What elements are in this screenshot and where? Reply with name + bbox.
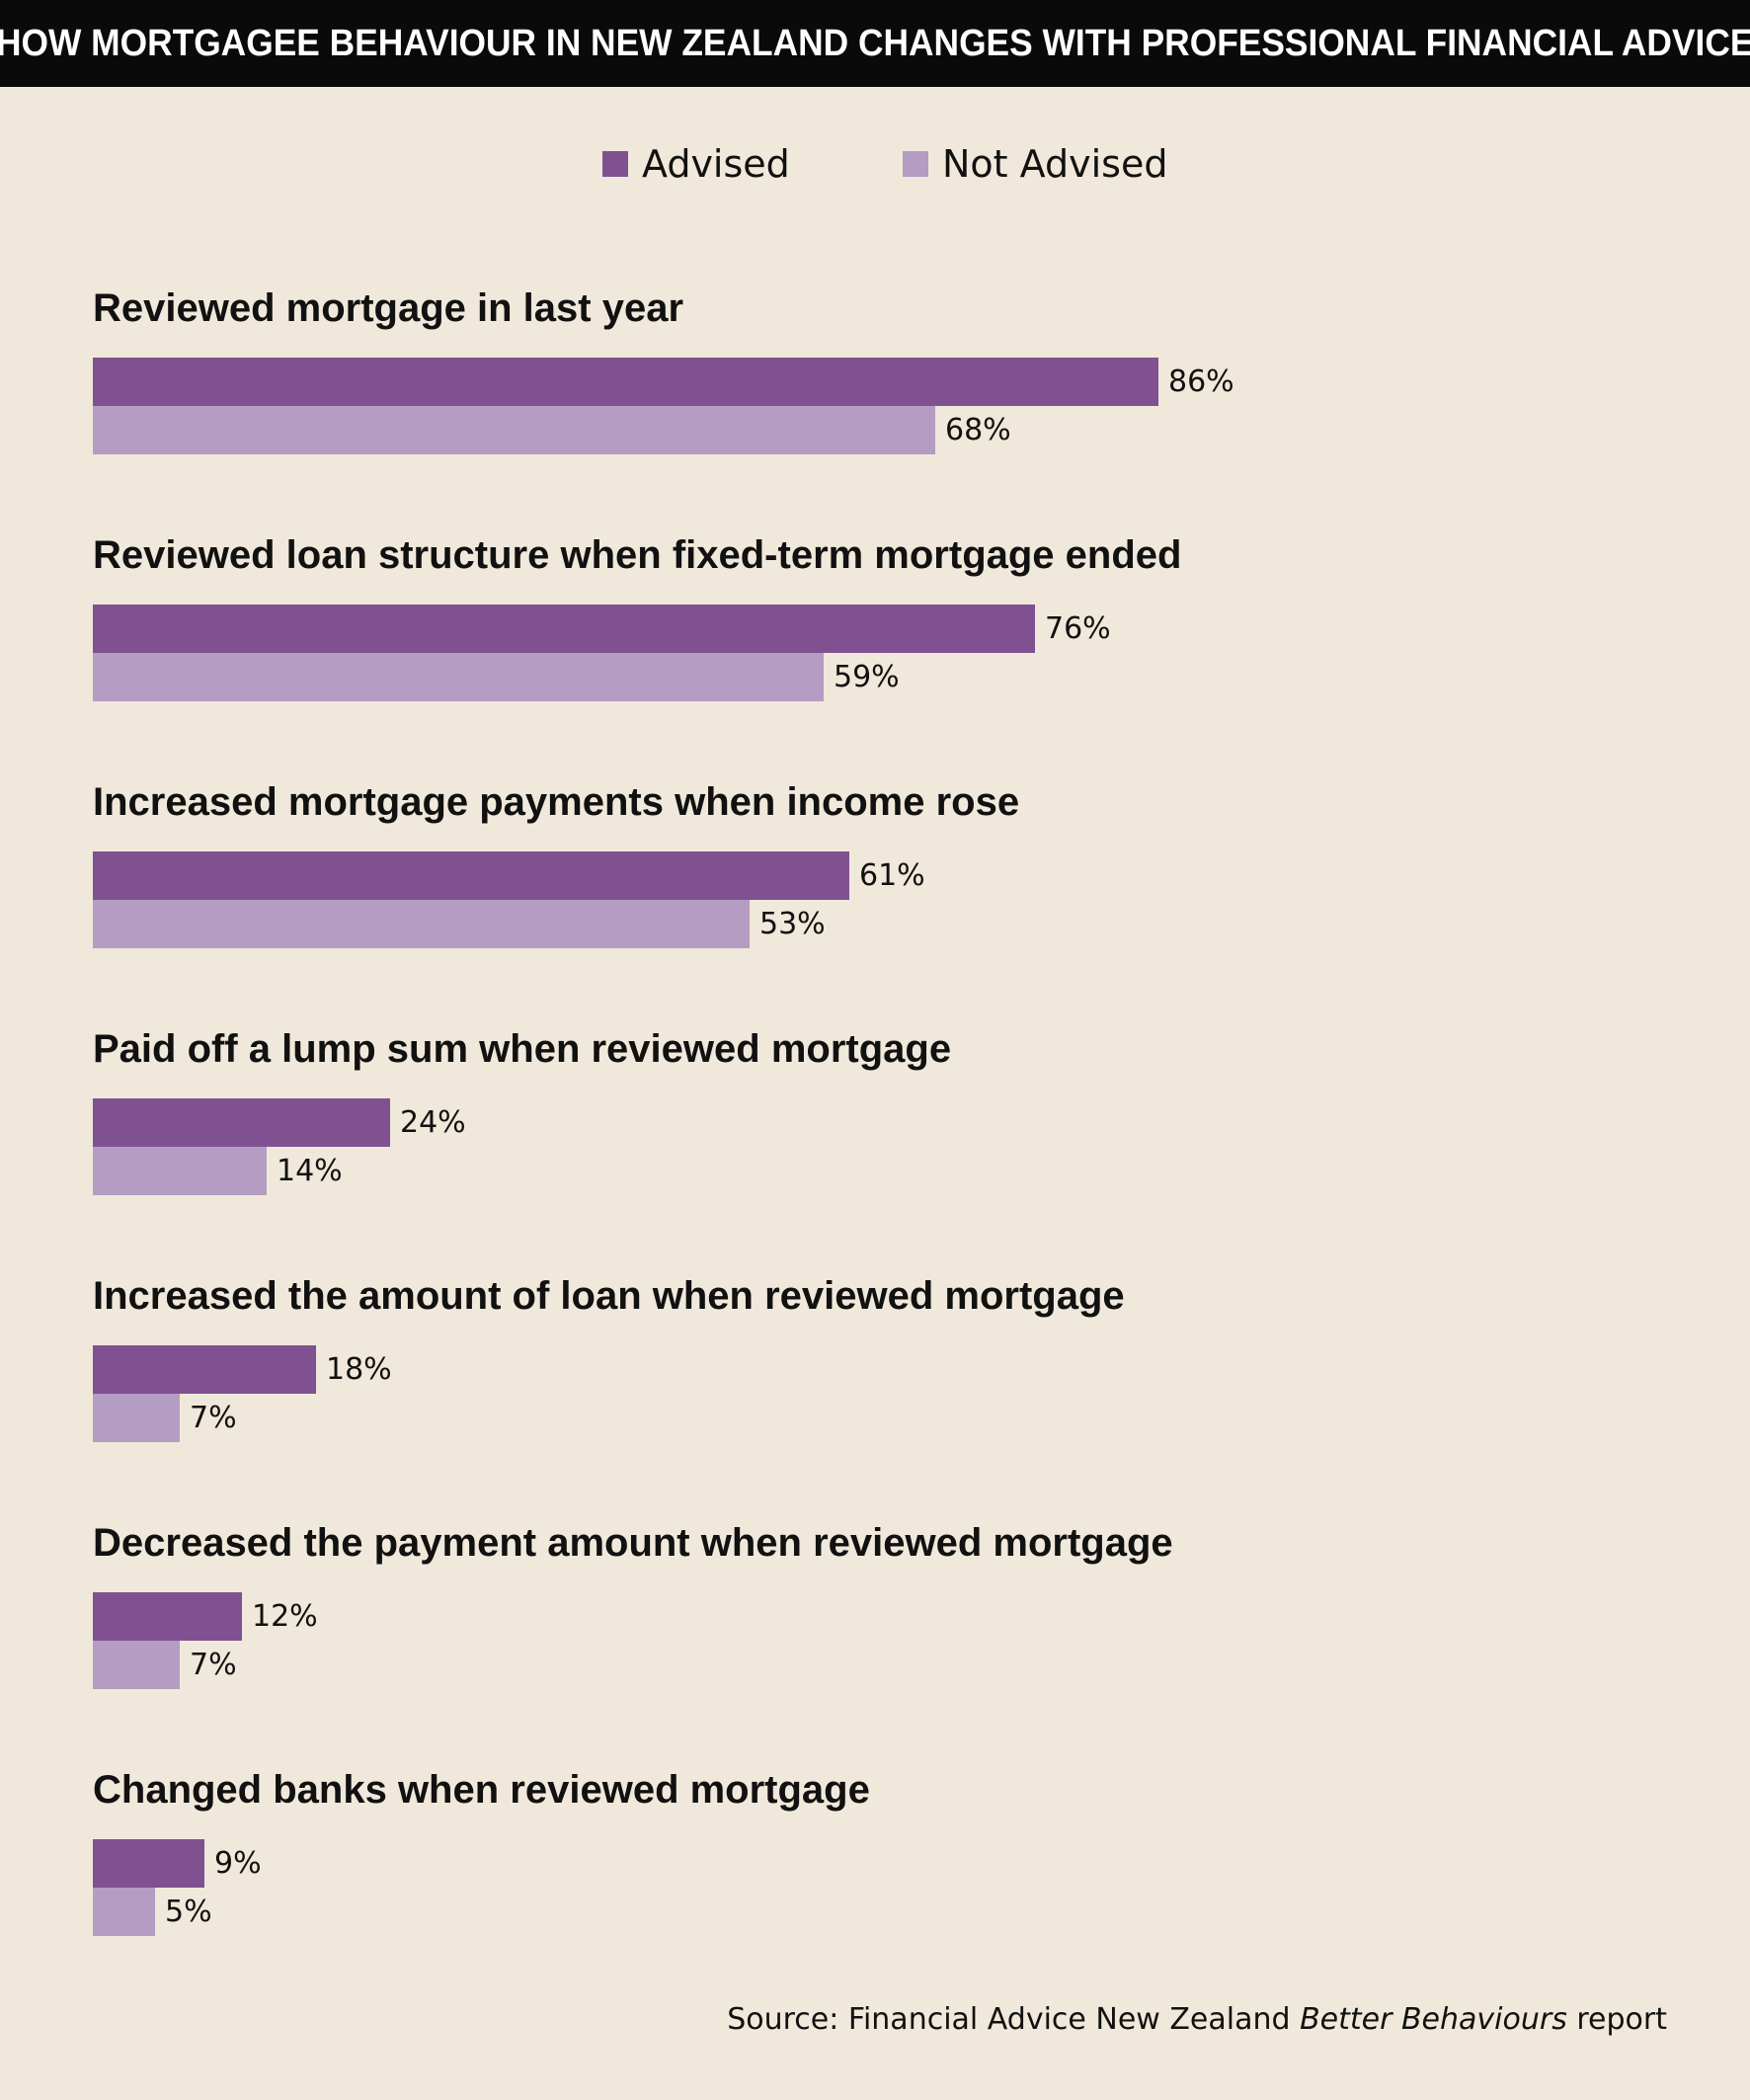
value-label-advised: 12%: [252, 1599, 318, 1634]
bar-not-advised: [93, 1147, 267, 1195]
category-group: Increased the amount of loan when review…: [93, 1266, 1673, 1494]
legend-item-advised: Advised: [602, 138, 790, 190]
legend-label-advised: Advised: [642, 142, 790, 186]
legend-item-not-advised: Not Advised: [903, 138, 1167, 190]
value-label-not-advised: 7%: [190, 1648, 237, 1682]
bar-advised: [93, 605, 1035, 653]
category-label: Increased mortgage payments when income …: [93, 780, 1020, 824]
legend-label-not-advised: Not Advised: [942, 142, 1168, 186]
bar-not-advised: [93, 406, 935, 454]
category-label: Decreased the payment amount when review…: [93, 1521, 1173, 1565]
source-suffix: report: [1566, 2002, 1667, 2037]
bar-not-advised: [93, 653, 824, 701]
value-label-advised: 86%: [1168, 364, 1234, 399]
bar-advised: [93, 358, 1158, 406]
value-label-not-advised: 7%: [190, 1401, 237, 1435]
value-label-advised: 9%: [214, 1846, 262, 1881]
value-label-not-advised: 5%: [165, 1895, 212, 1929]
legend-swatch-not-advised: [903, 151, 928, 177]
source-note: Source: Financial Advice New Zealand Bet…: [727, 1995, 1667, 2045]
bar-advised: [93, 1345, 316, 1394]
bar-advised: [93, 1839, 204, 1888]
chart-title-bar: HOW MORTGAGEE BEHAVIOUR IN NEW ZEALAND C…: [0, 0, 1750, 87]
source-report-name: Better Behaviours: [1300, 2002, 1567, 2037]
category-label: Increased the amount of loan when review…: [93, 1274, 1125, 1318]
bar-not-advised: [93, 1394, 180, 1442]
category-group: Changed banks when reviewed mortgage 9% 5%: [93, 1760, 1673, 1987]
value-label-advised: 24%: [400, 1105, 466, 1140]
category-group: Reviewed loan structure when fixed-term …: [93, 525, 1673, 753]
chart-title: HOW MORTGAGEE BEHAVIOUR IN NEW ZEALAND C…: [0, 22, 1750, 64]
value-label-advised: 61%: [859, 858, 925, 893]
bar-advised: [93, 1592, 242, 1641]
category-label: Paid off a lump sum when reviewed mortga…: [93, 1027, 952, 1071]
category-group: Reviewed mortgage in last year 86% 68%: [93, 279, 1673, 506]
legend-swatch-advised: [602, 151, 628, 177]
value-label-advised: 18%: [326, 1352, 392, 1387]
value-label-not-advised: 53%: [759, 907, 826, 941]
category-group: Decreased the payment amount when review…: [93, 1513, 1673, 1740]
category-group: Increased mortgage payments when income …: [93, 772, 1673, 1000]
bar-advised: [93, 1098, 390, 1147]
category-label: Changed banks when reviewed mortgage: [93, 1768, 870, 1812]
category-group: Paid off a lump sum when reviewed mortga…: [93, 1019, 1673, 1247]
value-label-not-advised: 68%: [945, 413, 1011, 447]
category-label: Reviewed loan structure when fixed-term …: [93, 533, 1182, 577]
bar-not-advised: [93, 900, 750, 948]
bar-advised: [93, 851, 849, 900]
value-label-advised: 76%: [1045, 611, 1111, 646]
source-prefix: Source: Financial Advice New Zealand: [727, 2002, 1301, 2037]
value-label-not-advised: 14%: [277, 1154, 343, 1188]
value-label-not-advised: 59%: [834, 660, 900, 694]
category-label: Reviewed mortgage in last year: [93, 286, 684, 330]
bar-not-advised: [93, 1888, 155, 1936]
bar-not-advised: [93, 1641, 180, 1689]
legend: Advised Not Advised: [0, 138, 1750, 190]
